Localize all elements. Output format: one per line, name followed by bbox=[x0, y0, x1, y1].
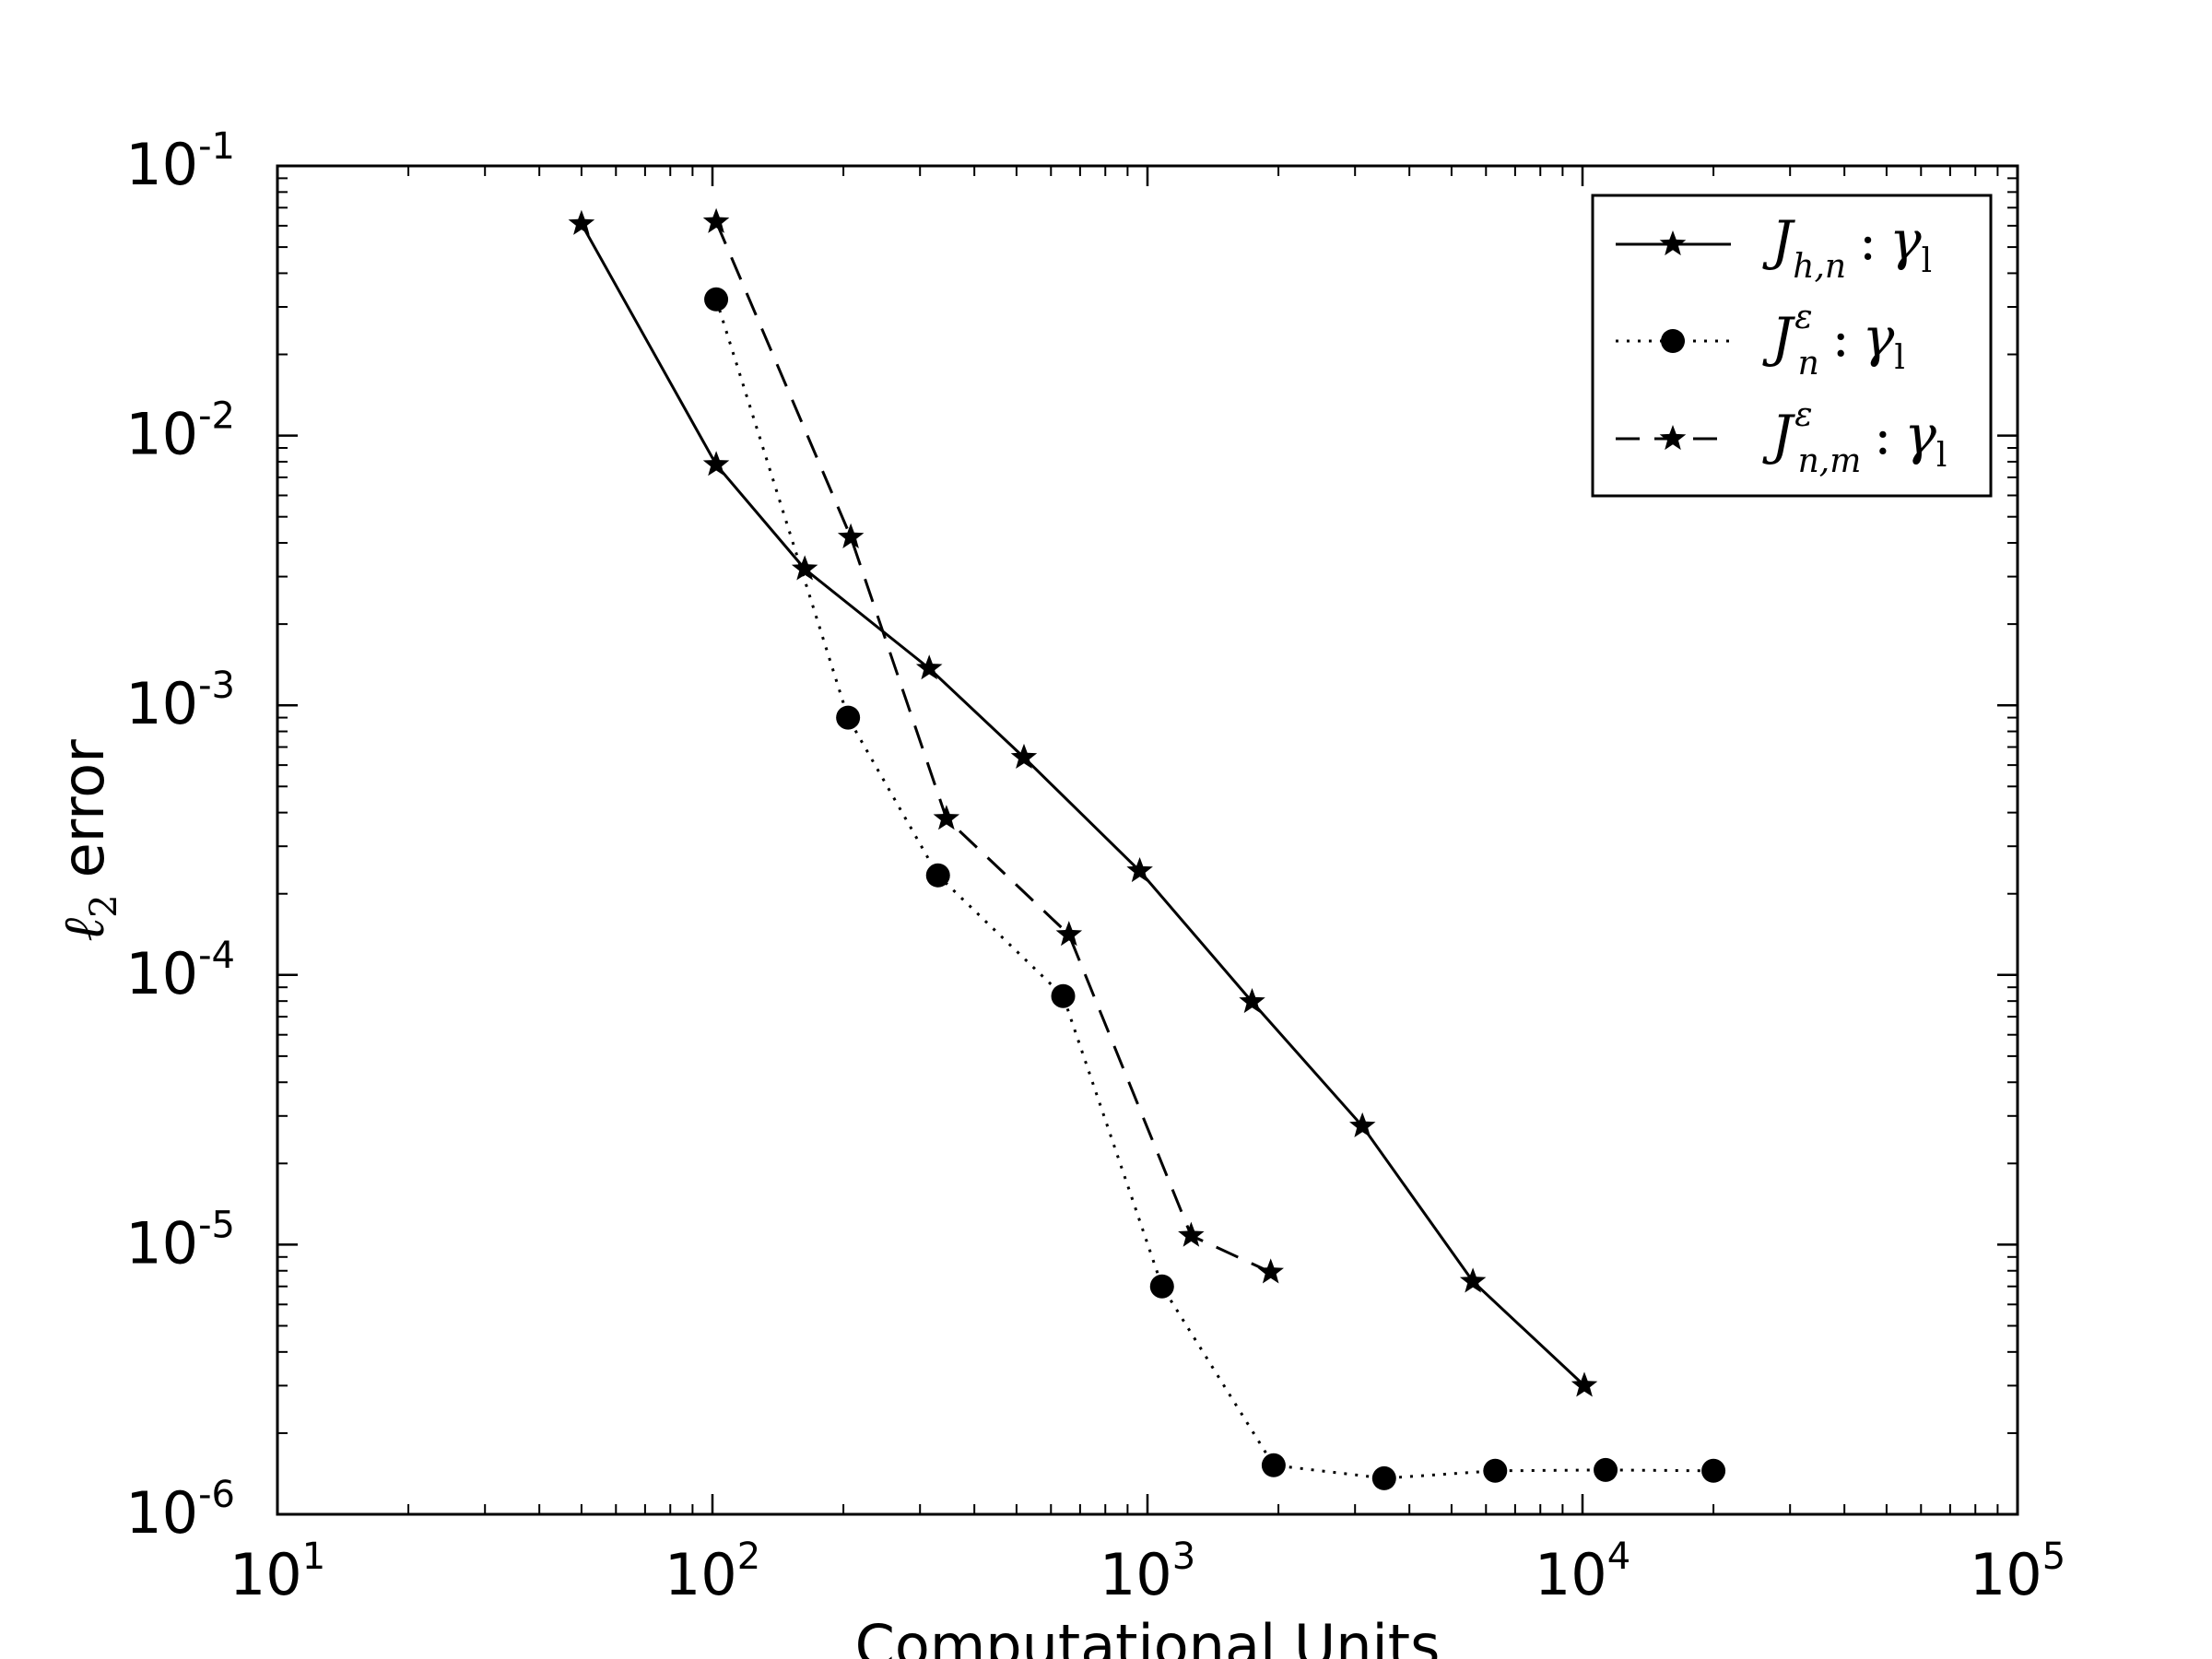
data-point bbox=[568, 209, 595, 235]
data-point bbox=[1055, 921, 1083, 947]
series-layer bbox=[568, 207, 1726, 1490]
data-point bbox=[915, 654, 943, 680]
data-point bbox=[836, 705, 861, 730]
data-point bbox=[1594, 1457, 1618, 1482]
y-axis-title-subscript: 2 bbox=[83, 894, 125, 917]
series-line bbox=[714, 221, 1272, 1274]
data-point bbox=[1701, 1458, 1726, 1483]
data-point bbox=[1051, 983, 1076, 1008]
y-axis-title: ℓ2 error bbox=[50, 739, 125, 942]
data-point bbox=[702, 451, 730, 477]
data-point bbox=[704, 287, 729, 312]
data-point bbox=[1571, 1371, 1598, 1397]
data-point bbox=[1126, 857, 1153, 883]
data-point bbox=[933, 805, 960, 830]
data-point bbox=[1459, 1267, 1487, 1293]
x-tick-label: 101 bbox=[229, 1535, 325, 1608]
data-point bbox=[1483, 1458, 1508, 1483]
data-point bbox=[1178, 1221, 1205, 1247]
y-tick-label: 10-5 bbox=[125, 1204, 235, 1277]
y-tick-label: 10-2 bbox=[125, 395, 235, 468]
data-point bbox=[1010, 743, 1038, 769]
data-point bbox=[791, 555, 818, 581]
series-J_eps_nm bbox=[702, 207, 1284, 1284]
data-point bbox=[1257, 1258, 1284, 1284]
series-line bbox=[580, 223, 1586, 1387]
legend-marker bbox=[1659, 230, 1687, 256]
y-axis-title-symbol: ℓ bbox=[50, 918, 117, 942]
data-point bbox=[1371, 1465, 1396, 1490]
data-point bbox=[925, 863, 950, 888]
legend-label: Jh,n: γl bbox=[1762, 209, 1932, 286]
data-point bbox=[1239, 988, 1265, 1014]
plot-area-frame bbox=[276, 164, 2019, 1516]
data-point bbox=[1261, 1453, 1286, 1477]
x-tick-label: 102 bbox=[665, 1535, 760, 1608]
legend-entry-J_eps_nm: Jε n,m: γl bbox=[1616, 396, 1947, 480]
y-tick-label: 10-1 bbox=[125, 125, 235, 198]
minor-ticks bbox=[277, 166, 2018, 1514]
x-tick-labels: 101 102 103 104 105 bbox=[229, 1535, 2065, 1608]
legend-entry-J_hn: Jh,n: γl bbox=[1616, 209, 1932, 286]
data-point bbox=[702, 207, 730, 233]
x-axis-title: Computational Units bbox=[855, 1612, 1441, 1659]
data-point bbox=[1149, 1274, 1174, 1299]
x-tick-label: 103 bbox=[1100, 1535, 1195, 1608]
legend-marker bbox=[1659, 425, 1687, 451]
legend-marker bbox=[1661, 329, 1685, 353]
x-tick-label: 104 bbox=[1535, 1535, 1630, 1608]
series-J_hn bbox=[568, 209, 1598, 1397]
series-J_eps_n bbox=[704, 287, 1726, 1490]
data-point bbox=[1349, 1112, 1376, 1137]
data-point bbox=[837, 523, 865, 548]
y-tick-label: 10-6 bbox=[125, 1474, 235, 1547]
y-tick-labels: 10-6 10-5 10-4 10-3 10-2 10-1 bbox=[125, 125, 235, 1547]
series-line bbox=[714, 299, 1714, 1480]
y-axis-title-text: error bbox=[50, 739, 117, 878]
y-tick-label: 10-4 bbox=[125, 935, 235, 1007]
legend-label: Jε n,m: γl bbox=[1762, 396, 1947, 480]
svg-text:ℓ2error: ℓ2 error bbox=[50, 739, 125, 942]
x-tick-label: 105 bbox=[1970, 1535, 2065, 1608]
y-tick-label: 10-3 bbox=[125, 665, 235, 737]
